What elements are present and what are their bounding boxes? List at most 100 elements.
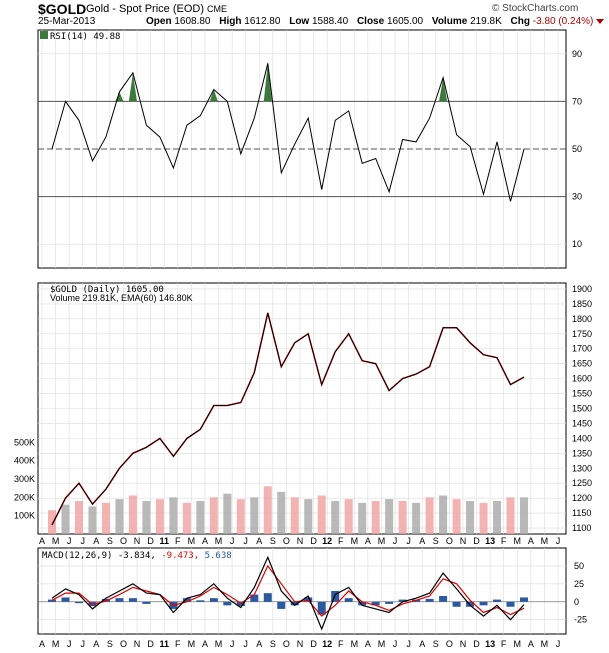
brand-credit[interactable]: © StockCharts.com xyxy=(492,3,579,14)
description-text: Gold - Spot Price (EOD) xyxy=(86,3,204,15)
x-tick-label: M xyxy=(541,536,549,546)
x-tick-label: F xyxy=(175,639,181,649)
x-tick-label: D xyxy=(147,536,154,546)
x-tick-label: J xyxy=(230,536,235,546)
macd-legend-part: 5.638 xyxy=(205,551,232,561)
x-tick-label: F xyxy=(501,536,507,546)
volume-bar xyxy=(452,499,461,534)
x-tick-label: N xyxy=(134,536,141,546)
x-tick-label: J xyxy=(80,536,85,546)
macd-tick-label: 25 xyxy=(574,579,584,589)
x-tick-label: F xyxy=(501,639,507,649)
x-tick-label: 11 xyxy=(159,639,169,649)
macd-histogram-bar xyxy=(115,598,124,602)
x-tick-label: D xyxy=(473,536,480,546)
x-tick-label: J xyxy=(67,536,72,546)
high-label: High xyxy=(219,16,242,27)
rsi-overbought-fill xyxy=(209,89,218,102)
x-tick-label: S xyxy=(433,639,439,649)
volume-bar xyxy=(317,495,326,534)
x-tick-label: O xyxy=(283,536,290,546)
macd-histogram-bar xyxy=(304,597,313,602)
volume-tick-label: 300K xyxy=(14,474,35,484)
price-tick-label: 1750 xyxy=(572,329,592,339)
volume-bar xyxy=(398,501,407,534)
volume-bar xyxy=(371,501,380,534)
volume-bar xyxy=(250,497,259,534)
volume-bar xyxy=(344,499,353,534)
x-tick-label: 12 xyxy=(322,639,332,649)
volume-bar xyxy=(61,504,70,534)
volume-bar xyxy=(115,499,124,534)
volume-bar xyxy=(331,501,340,534)
price-legend: $GOLD (Daily) 1605.00 xyxy=(50,285,164,295)
x-tick-label: M xyxy=(215,536,223,546)
rsi-overbought-fill xyxy=(128,72,137,102)
price-tick-label: 1650 xyxy=(572,359,592,369)
volume-label: Volume xyxy=(431,16,468,27)
rsi-overbought-fill xyxy=(439,77,448,102)
macd-histogram-bar xyxy=(358,601,367,606)
price-tick-label: 1850 xyxy=(572,299,592,309)
x-tick-label: D xyxy=(310,639,317,649)
x-tick-label: S xyxy=(107,536,113,546)
ohlc-line: Open 1608.80 High 1612.80 Low 1588.40 Cl… xyxy=(146,16,605,27)
macd-histogram-bar xyxy=(290,601,299,606)
macd-histogram-bar xyxy=(142,601,151,604)
volume-bar xyxy=(277,491,286,534)
rsi-line xyxy=(51,63,525,202)
date: 25-Mar-2013 xyxy=(38,16,96,27)
x-tick-label: A xyxy=(419,639,425,649)
volume-bar xyxy=(101,502,110,534)
macd-legend-part: MACD(12,26,9) xyxy=(42,551,118,561)
macd-tick-label: 50 xyxy=(574,561,584,571)
x-tick-label: N xyxy=(134,639,141,649)
volume-tick-label: 100K xyxy=(14,511,35,521)
x-tick-label: 13 xyxy=(485,536,495,546)
x-tick-label: O xyxy=(446,536,453,546)
close-label: Close xyxy=(356,16,385,27)
volume-bar xyxy=(128,495,137,534)
x-tick-label: 11 xyxy=(159,536,169,546)
x-tick-label: 13 xyxy=(485,639,495,649)
rsi-legend-swatch xyxy=(40,31,48,39)
panel-frame-macd xyxy=(37,547,567,635)
x-tick-label: M xyxy=(215,639,223,649)
x-tick-label: D xyxy=(310,536,317,546)
x-tick-label: M xyxy=(188,639,196,649)
price-line xyxy=(51,312,525,526)
chg-value: -3.80 (0.24%) xyxy=(532,16,594,27)
volume-tick-label: 500K xyxy=(14,437,35,447)
x-tick-label: J xyxy=(243,536,248,546)
price-tick-label: 1400 xyxy=(572,433,592,443)
x-tick-label: J xyxy=(406,536,411,546)
volume-bar xyxy=(479,502,488,534)
macd-histogram-bar xyxy=(493,599,502,602)
macd-histogram-bar xyxy=(452,601,461,607)
x-tick-label: D xyxy=(147,639,154,649)
symbol: $GOLD xyxy=(38,1,87,17)
x-tick-label: J xyxy=(393,639,398,649)
volume-bar xyxy=(466,501,475,534)
x-tick-label: M xyxy=(52,536,60,546)
x-tick-label: 12 xyxy=(322,536,332,546)
x-tick-label: M xyxy=(188,536,196,546)
volume-bar xyxy=(263,486,272,534)
volume-legend: Volume 219.81K, EMA(60) 146.80K xyxy=(50,293,193,303)
x-tick-label: A xyxy=(528,536,534,546)
volume-bar xyxy=(520,497,528,534)
low-value: 1588.40 xyxy=(312,16,349,27)
x-tick-label: M xyxy=(52,639,60,649)
x-tick-label: O xyxy=(446,639,453,649)
x-tick-label: A xyxy=(39,536,45,546)
macd-histogram-bar xyxy=(331,591,340,602)
volume-bar xyxy=(304,499,313,534)
macd-tick-label: -25 xyxy=(574,615,587,625)
macd-histogram-bar xyxy=(317,601,326,615)
volume-bar xyxy=(155,499,164,534)
x-tick-label: A xyxy=(365,536,371,546)
volume-bar xyxy=(290,497,299,534)
volume-bar xyxy=(169,497,178,534)
x-tick-label: M xyxy=(514,536,522,546)
macd-histogram-bar xyxy=(277,601,286,609)
